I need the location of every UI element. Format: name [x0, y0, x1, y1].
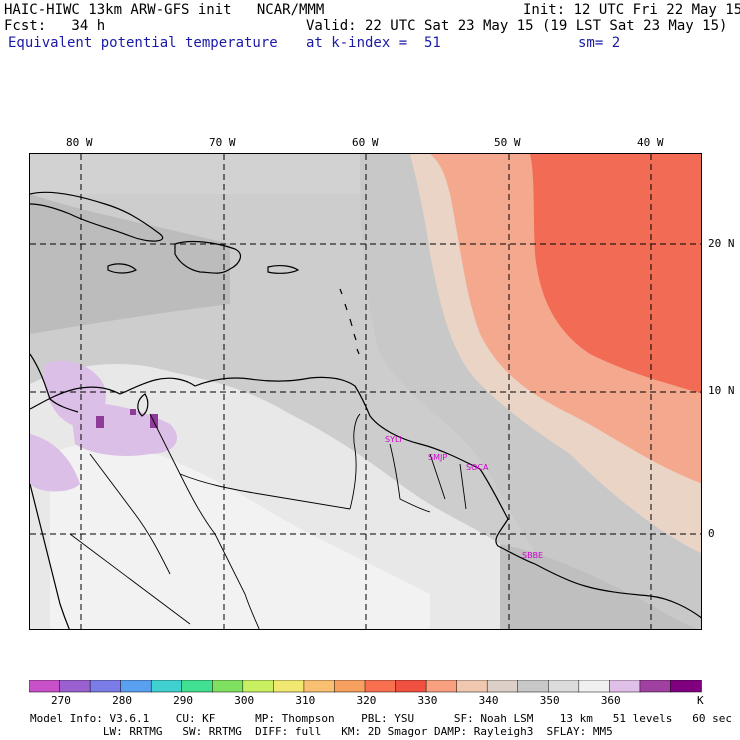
colorbar-swatch: [150, 680, 183, 693]
colorbar-swatch: [609, 680, 641, 693]
colorbar-swatch: [120, 680, 152, 693]
lat-label-20n: 20 N: [708, 237, 735, 250]
colorbar-swatch: [486, 680, 519, 693]
colorbar-tick-label: 350: [539, 694, 560, 707]
colorbar: [29, 680, 702, 693]
map-canvas: SYLI SMJP SOCA SBBE: [30, 154, 701, 629]
colorbar-tick-label: 290: [173, 694, 194, 707]
lat-label-0: 0: [708, 527, 715, 540]
colorbar-tick-label: 340: [478, 694, 499, 707]
colorbar-swatch: [29, 680, 61, 693]
colorbar-swatch: [548, 680, 580, 693]
model-info-line1: Model Info: V3.6.1 CU: KF MP: Thompson P…: [30, 712, 732, 725]
city-label-soca: SOCA: [466, 463, 489, 472]
colorbar-tick-label: 330: [417, 694, 438, 707]
field-name: Equivalent potential temperature: [8, 35, 278, 51]
city-label-syli: SYLI: [385, 435, 402, 444]
lon-label-60w: 60 W: [352, 136, 379, 149]
colorbar-swatch: [517, 680, 550, 693]
lon-label-50w: 50 W: [494, 136, 521, 149]
city-label-sbbe: SBBE: [522, 551, 543, 560]
lon-label-80w: 80 W: [66, 136, 93, 149]
colorbar-swatch: [425, 680, 458, 693]
colorbar-swatch: [456, 680, 488, 693]
colorbar-swatch: [334, 680, 366, 693]
model-title: HAIC-HIWC 13km ARW-GFS init NCAR/MMM: [4, 2, 325, 18]
colorbar-swatch: [364, 680, 397, 693]
colorbar-swatch: [578, 680, 611, 693]
forecast-hour: Fcst: 34 h: [4, 18, 106, 34]
map-panel: SYLI SMJP SOCA SBBE: [29, 153, 702, 630]
colorbar-swatch: [639, 680, 672, 693]
colorbar-swatch: [670, 680, 702, 693]
colorbar-swatch: [181, 680, 214, 693]
level-index: at k-index = 51: [306, 35, 441, 51]
lon-label-40w: 40 W: [637, 136, 664, 149]
colorbar-swatch: [303, 680, 336, 693]
init-time: Init: 12 UTC Fri 22 May 15: [523, 2, 740, 18]
colorbar-tick-label: 280: [112, 694, 132, 707]
city-label-smjp: SMJP: [428, 453, 447, 462]
colorbar-tick-label: 320: [356, 694, 377, 707]
field-warm-core: [530, 154, 701, 394]
colorbar-tick-label: 360: [600, 694, 621, 707]
colorbar-swatch: [273, 680, 305, 693]
model-info-line2: LW: RRTMG SW: RRTMG DIFF: full KM: 2D Sm…: [30, 725, 613, 738]
colorbar-swatch: [89, 680, 122, 693]
colorbar-tick-label: 300: [234, 694, 255, 707]
lon-label-70w: 70 W: [209, 136, 236, 149]
valid-time: Valid: 22 UTC Sat 23 May 15 (19 LST Sat …: [306, 18, 728, 34]
colorbar-swatch: [395, 680, 427, 693]
coastlines: [30, 191, 701, 629]
colorbar-tick-label: 310: [295, 694, 316, 707]
colorbar-unit: K: [697, 694, 704, 707]
colorbar-tick-label: 270: [51, 694, 71, 707]
colorbar-swatch: [242, 680, 275, 693]
graticule: [30, 154, 701, 629]
smoothing: sm= 2: [578, 35, 621, 51]
colorbar-swatch: [59, 680, 91, 693]
lat-label-10n: 10 N: [708, 384, 735, 397]
colorbar-swatch: [212, 680, 244, 693]
